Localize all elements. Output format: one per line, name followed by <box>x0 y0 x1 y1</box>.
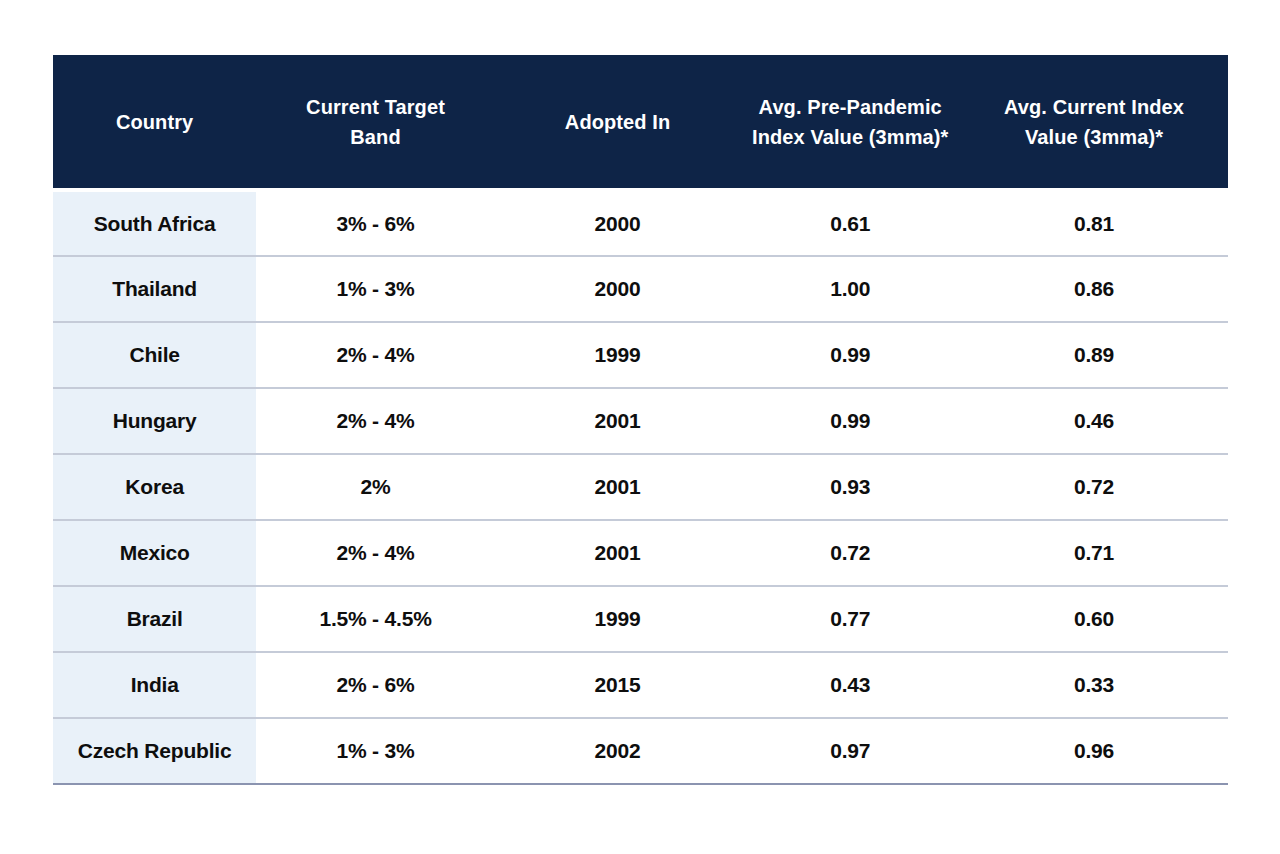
cell-pre-pandemic-index: 0.97 <box>740 718 960 784</box>
inflation-target-table-wrap: Country Current Target Band Adopted In A… <box>53 55 1228 785</box>
cell-pre-pandemic-index: 0.93 <box>740 454 960 520</box>
cell-current-index: 0.96 <box>960 718 1228 784</box>
cell-pre-pandemic-index: 0.61 <box>740 190 960 256</box>
cell-current-index: 0.81 <box>960 190 1228 256</box>
cell-current-index: 0.46 <box>960 388 1228 454</box>
cell-adopted-in: 2001 <box>495 388 741 454</box>
table-header-row: Country Current Target Band Adopted In A… <box>53 55 1228 190</box>
cell-current-index: 0.89 <box>960 322 1228 388</box>
cell-current-index: 0.33 <box>960 652 1228 718</box>
cell-adopted-in: 2002 <box>495 718 741 784</box>
column-header-country: Country <box>53 55 256 190</box>
cell-country: India <box>53 652 256 718</box>
cell-adopted-in: 2000 <box>495 190 741 256</box>
column-header-label: Country <box>116 107 193 137</box>
table-row: South Africa 3% - 6% 2000 0.61 0.81 <box>53 190 1228 256</box>
cell-adopted-in: 2000 <box>495 256 741 322</box>
cell-adopted-in: 2001 <box>495 520 741 586</box>
cell-country: Brazil <box>53 586 256 652</box>
cell-target-band: 2% - 4% <box>256 520 495 586</box>
table-row: Thailand 1% - 3% 2000 1.00 0.86 <box>53 256 1228 322</box>
cell-target-band: 2% - 4% <box>256 388 495 454</box>
cell-country: Chile <box>53 322 256 388</box>
cell-adopted-in: 1999 <box>495 322 741 388</box>
cell-current-index: 0.71 <box>960 520 1228 586</box>
cell-country: Mexico <box>53 520 256 586</box>
cell-country: South Africa <box>53 190 256 256</box>
cell-adopted-in: 2001 <box>495 454 741 520</box>
cell-current-index: 0.86 <box>960 256 1228 322</box>
column-header-adopted-in: Adopted In <box>495 55 741 190</box>
column-header-label: Adopted In <box>565 107 670 137</box>
inflation-target-table: Country Current Target Band Adopted In A… <box>53 55 1228 785</box>
cell-target-band: 2% <box>256 454 495 520</box>
table-row: Mexico 2% - 4% 2001 0.72 0.71 <box>53 520 1228 586</box>
column-header-label: Avg. Pre-Pandemic Index Value (3mma)* <box>750 92 950 152</box>
cell-country: Czech Republic <box>53 718 256 784</box>
table-row: Brazil 1.5% - 4.5% 1999 0.77 0.60 <box>53 586 1228 652</box>
cell-country: Thailand <box>53 256 256 322</box>
column-header-target-band: Current Target Band <box>256 55 495 190</box>
cell-pre-pandemic-index: 0.72 <box>740 520 960 586</box>
cell-country: Hungary <box>53 388 256 454</box>
cell-target-band: 2% - 6% <box>256 652 495 718</box>
cell-pre-pandemic-index: 1.00 <box>740 256 960 322</box>
cell-pre-pandemic-index: 0.99 <box>740 388 960 454</box>
cell-target-band: 1% - 3% <box>256 256 495 322</box>
cell-current-index: 0.60 <box>960 586 1228 652</box>
cell-adopted-in: 2015 <box>495 652 741 718</box>
table-row: India 2% - 6% 2015 0.43 0.33 <box>53 652 1228 718</box>
table-row: Czech Republic 1% - 3% 2002 0.97 0.96 <box>53 718 1228 784</box>
page: Country Current Target Band Adopted In A… <box>0 0 1280 854</box>
cell-target-band: 3% - 6% <box>256 190 495 256</box>
cell-target-band: 2% - 4% <box>256 322 495 388</box>
column-header-label: Avg. Current Index Value (3mma)* <box>994 92 1194 152</box>
column-header-label: Current Target Band <box>296 92 456 152</box>
cell-target-band: 1% - 3% <box>256 718 495 784</box>
table-row: Chile 2% - 4% 1999 0.99 0.89 <box>53 322 1228 388</box>
cell-pre-pandemic-index: 0.43 <box>740 652 960 718</box>
column-header-current-index: Avg. Current Index Value (3mma)* <box>960 55 1228 190</box>
cell-pre-pandemic-index: 0.77 <box>740 586 960 652</box>
cell-country: Korea <box>53 454 256 520</box>
table-row: Korea 2% 2001 0.93 0.72 <box>53 454 1228 520</box>
cell-current-index: 0.72 <box>960 454 1228 520</box>
cell-target-band: 1.5% - 4.5% <box>256 586 495 652</box>
cell-adopted-in: 1999 <box>495 586 741 652</box>
cell-pre-pandemic-index: 0.99 <box>740 322 960 388</box>
column-header-pre-pandemic-index: Avg. Pre-Pandemic Index Value (3mma)* <box>740 55 960 190</box>
table-row: Hungary 2% - 4% 2001 0.99 0.46 <box>53 388 1228 454</box>
